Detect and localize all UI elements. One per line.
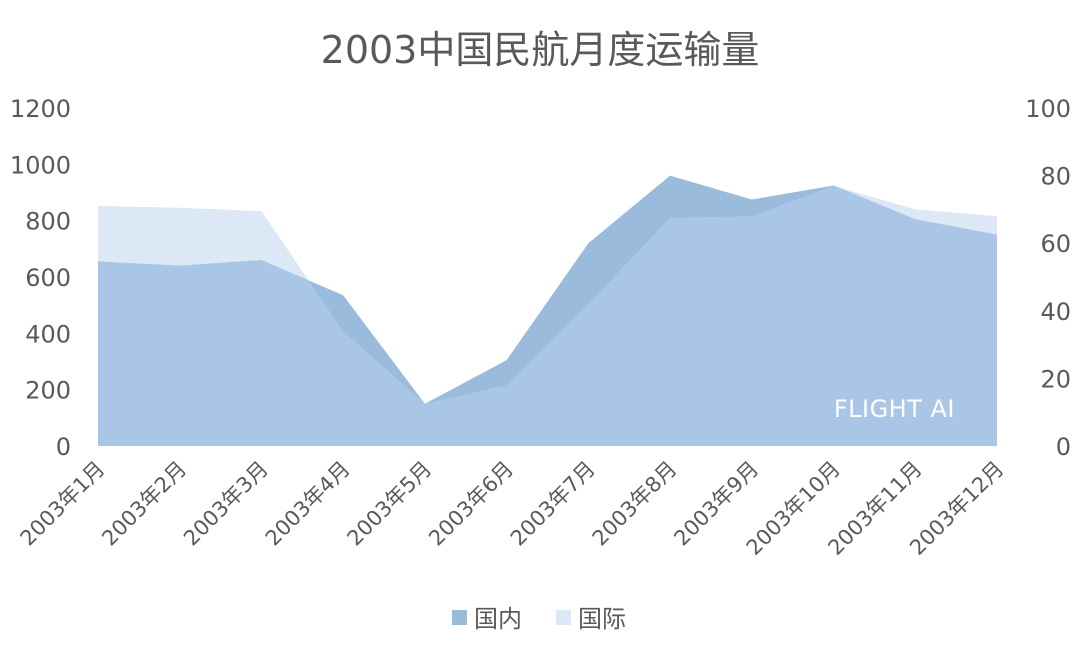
legend-swatch-international: [556, 610, 571, 625]
x-tick-label: 2003年3月: [179, 457, 273, 551]
left-axis: 0 200 400 600 800 1000 1200: [10, 95, 71, 461]
plot-areas: [98, 175, 997, 446]
left-tick-label: 0: [56, 433, 71, 461]
right-tick-label: 0: [1056, 433, 1071, 461]
left-tick-label: 600: [25, 264, 71, 292]
right-tick-label: 40: [1040, 298, 1071, 326]
legend-label-domestic: 国内: [474, 605, 522, 633]
left-tick-label: 800: [25, 208, 71, 236]
right-axis: 0 20 40 60 80 100: [1025, 95, 1071, 461]
x-tick-label: 2003年4月: [261, 457, 355, 551]
left-tick-label: 200: [25, 377, 71, 405]
right-tick-label: 100: [1025, 95, 1071, 123]
x-tick-label: 2003年8月: [588, 457, 682, 551]
legend-swatch-domestic: [452, 610, 467, 625]
legend-label-international: 国际: [578, 605, 626, 633]
watermark: FLIGHT AI: [834, 395, 955, 423]
chart-title: 2003中国民航月度运输量: [321, 28, 760, 72]
left-tick-label: 1000: [10, 151, 71, 179]
x-axis: 2003年1月2003年2月2003年3月2003年4月2003年5月2003年…: [16, 457, 1009, 560]
area-overlap: [98, 185, 997, 446]
left-tick-label: 400: [25, 320, 71, 348]
right-tick-label: 60: [1040, 230, 1071, 258]
legend: 国内 国际: [452, 605, 626, 633]
right-tick-label: 80: [1040, 163, 1071, 191]
x-tick-label: 2003年2月: [97, 457, 191, 551]
x-tick-label: 2003年5月: [343, 457, 437, 551]
x-tick-label: 2003年1月: [16, 457, 110, 551]
x-tick-label: 2003年7月: [506, 457, 600, 551]
left-tick-label: 1200: [10, 95, 71, 123]
x-tick-label: 2003年6月: [424, 457, 518, 551]
right-tick-label: 20: [1040, 365, 1071, 393]
